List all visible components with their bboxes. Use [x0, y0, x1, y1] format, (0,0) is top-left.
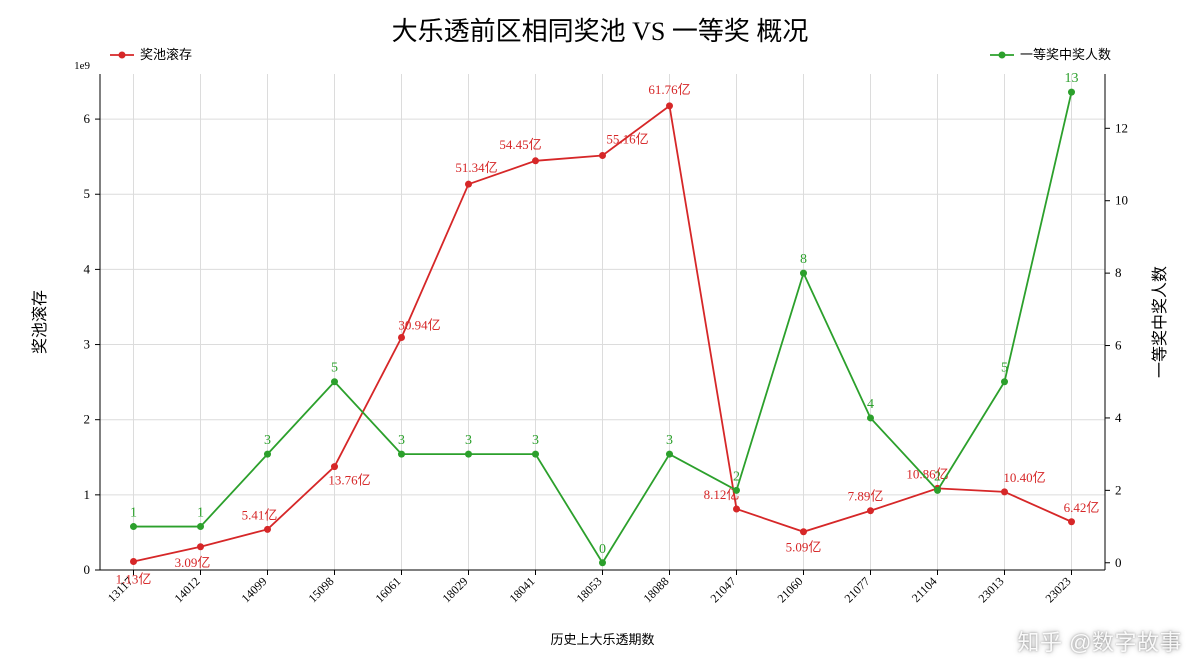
winners-point-label: 2 [733, 469, 740, 484]
winners-point [867, 414, 874, 421]
pool-point-label: 55.16亿 [606, 131, 648, 146]
winners-point [264, 451, 271, 458]
y2-tick-label: 12 [1115, 120, 1128, 135]
pool-point [331, 463, 338, 470]
y1-tick-label: 2 [84, 412, 91, 427]
y2-tick-label: 0 [1115, 555, 1122, 570]
y1-tick-label: 5 [84, 186, 91, 201]
winners-point [1068, 89, 1075, 96]
pool-point-label: 7.89亿 [848, 489, 884, 504]
winners-point [197, 523, 204, 530]
y1-tick-label: 3 [84, 337, 91, 352]
winners-point-label: 2 [934, 469, 941, 484]
y1-exponent: 1e9 [74, 60, 90, 72]
winners-point [398, 451, 405, 458]
y2-tick-label: 10 [1115, 193, 1128, 208]
pool-point-label: 30.94亿 [398, 317, 440, 332]
chart-title: 大乐透前区相同奖池 VS 一等奖 概况 [392, 17, 809, 46]
winners-point-label: 4 [867, 397, 874, 412]
pool-point-label: 1.13亿 [116, 572, 152, 587]
pool-point [465, 181, 472, 188]
pool-point [1068, 518, 1075, 525]
winners-point-label: 0 [599, 542, 606, 557]
pool-point-label: 51.34亿 [455, 160, 497, 175]
winners-point-label: 1 [197, 506, 204, 521]
y2-tick-label: 2 [1115, 482, 1122, 497]
chart-svg: 01234561e9024681012131171401214099150981… [0, 0, 1200, 667]
x-axis-label: 历史上大乐透期数 [550, 632, 654, 647]
y1-tick-label: 6 [84, 111, 91, 126]
winners-point [331, 378, 338, 385]
winners-point-label: 3 [398, 433, 405, 448]
pool-point [130, 558, 137, 565]
winners-point [532, 451, 539, 458]
winners-point-label: 3 [465, 433, 472, 448]
pool-point [800, 528, 807, 535]
y1-tick-label: 4 [84, 261, 91, 276]
pool-point [398, 334, 405, 341]
pool-point [264, 526, 271, 533]
winners-point [1001, 378, 1008, 385]
winners-point-label: 3 [264, 433, 271, 448]
winners-point-label: 3 [666, 433, 673, 448]
y1-axis-label: 奖池滚存 [31, 290, 49, 354]
winners-point-label: 3 [532, 433, 539, 448]
y1-tick-label: 0 [84, 562, 91, 577]
pool-point [733, 505, 740, 512]
y2-axis-label: 一等奖中奖人数 [1151, 266, 1169, 378]
winners-point [666, 451, 673, 458]
pool-point-label: 5.41亿 [242, 507, 278, 522]
pool-point [666, 102, 673, 109]
winners-point-label: 8 [800, 252, 807, 267]
pool-point [867, 507, 874, 514]
pool-point-label: 6.42亿 [1064, 500, 1100, 515]
winners-point [130, 523, 137, 530]
pool-point-label: 5.09亿 [786, 540, 822, 555]
pool-point-label: 3.09亿 [175, 555, 211, 570]
svg-text:一等奖中奖人数: 一等奖中奖人数 [1020, 47, 1111, 62]
pool-point [197, 543, 204, 550]
y2-tick-label: 8 [1115, 265, 1122, 280]
pool-point-label: 13.76亿 [328, 473, 370, 488]
pool-point [599, 152, 606, 159]
winners-point-label: 5 [331, 361, 338, 376]
winners-point [733, 487, 740, 494]
y2-tick-label: 4 [1115, 410, 1122, 425]
svg-text:奖池滚存: 奖池滚存 [140, 47, 192, 62]
winners-point [934, 487, 941, 494]
winners-point-label: 5 [1001, 361, 1008, 376]
y2-tick-label: 6 [1115, 338, 1122, 353]
pool-point-label: 54.45亿 [499, 137, 541, 152]
winners-point-label: 1 [130, 506, 137, 521]
winners-point [599, 559, 606, 566]
y1-tick-label: 1 [84, 487, 91, 502]
winners-point-label: 13 [1065, 71, 1079, 86]
pool-point [1001, 488, 1008, 495]
pool-point [532, 157, 539, 164]
pool-point-label: 61.76亿 [648, 82, 690, 97]
winners-point [800, 270, 807, 277]
winners-point [465, 451, 472, 458]
pool-point-label: 10.40亿 [1003, 470, 1045, 485]
